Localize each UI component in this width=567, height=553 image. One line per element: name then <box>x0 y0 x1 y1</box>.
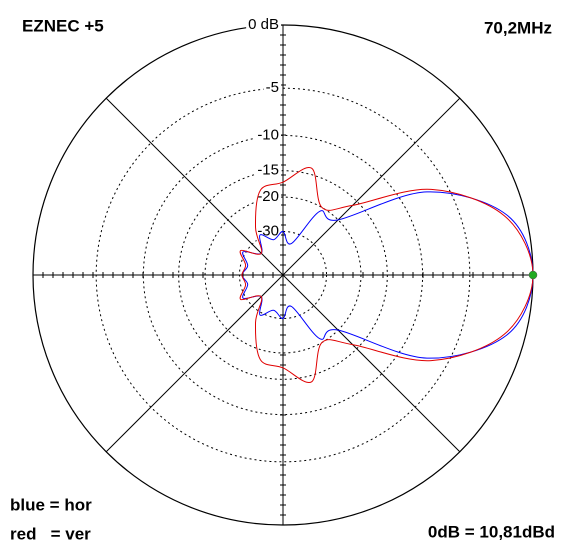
ring <box>178 170 388 380</box>
tick-label-bg <box>255 126 281 145</box>
tick-label-bg <box>255 161 281 180</box>
tick-label-bg <box>263 79 281 98</box>
r-tick-label: -10 <box>257 126 279 143</box>
ring <box>95 87 471 463</box>
ring <box>238 230 328 320</box>
r-tick-label: -15 <box>257 162 279 179</box>
r-tick-label: -5 <box>266 79 279 96</box>
r-tick-label: -30 <box>257 222 279 239</box>
ring <box>142 134 424 416</box>
max-marker <box>528 270 538 280</box>
legend-entry: blue = hor <box>10 495 92 514</box>
r-tick-label: -20 <box>257 188 279 205</box>
pattern-line <box>239 166 534 384</box>
tick-label-bg <box>255 222 281 241</box>
tick-label-bg <box>246 16 281 34</box>
reference-note: 0dB = 10,81dBd <box>428 522 555 541</box>
legend-entry: red = ver <box>10 524 91 543</box>
tick-label-bg <box>255 188 281 207</box>
r-tick-label: 0 dB <box>248 16 279 33</box>
ring <box>204 196 362 354</box>
chart-title: EZNEC +5 <box>22 16 104 35</box>
frequency: 70,2MHz <box>484 18 552 37</box>
